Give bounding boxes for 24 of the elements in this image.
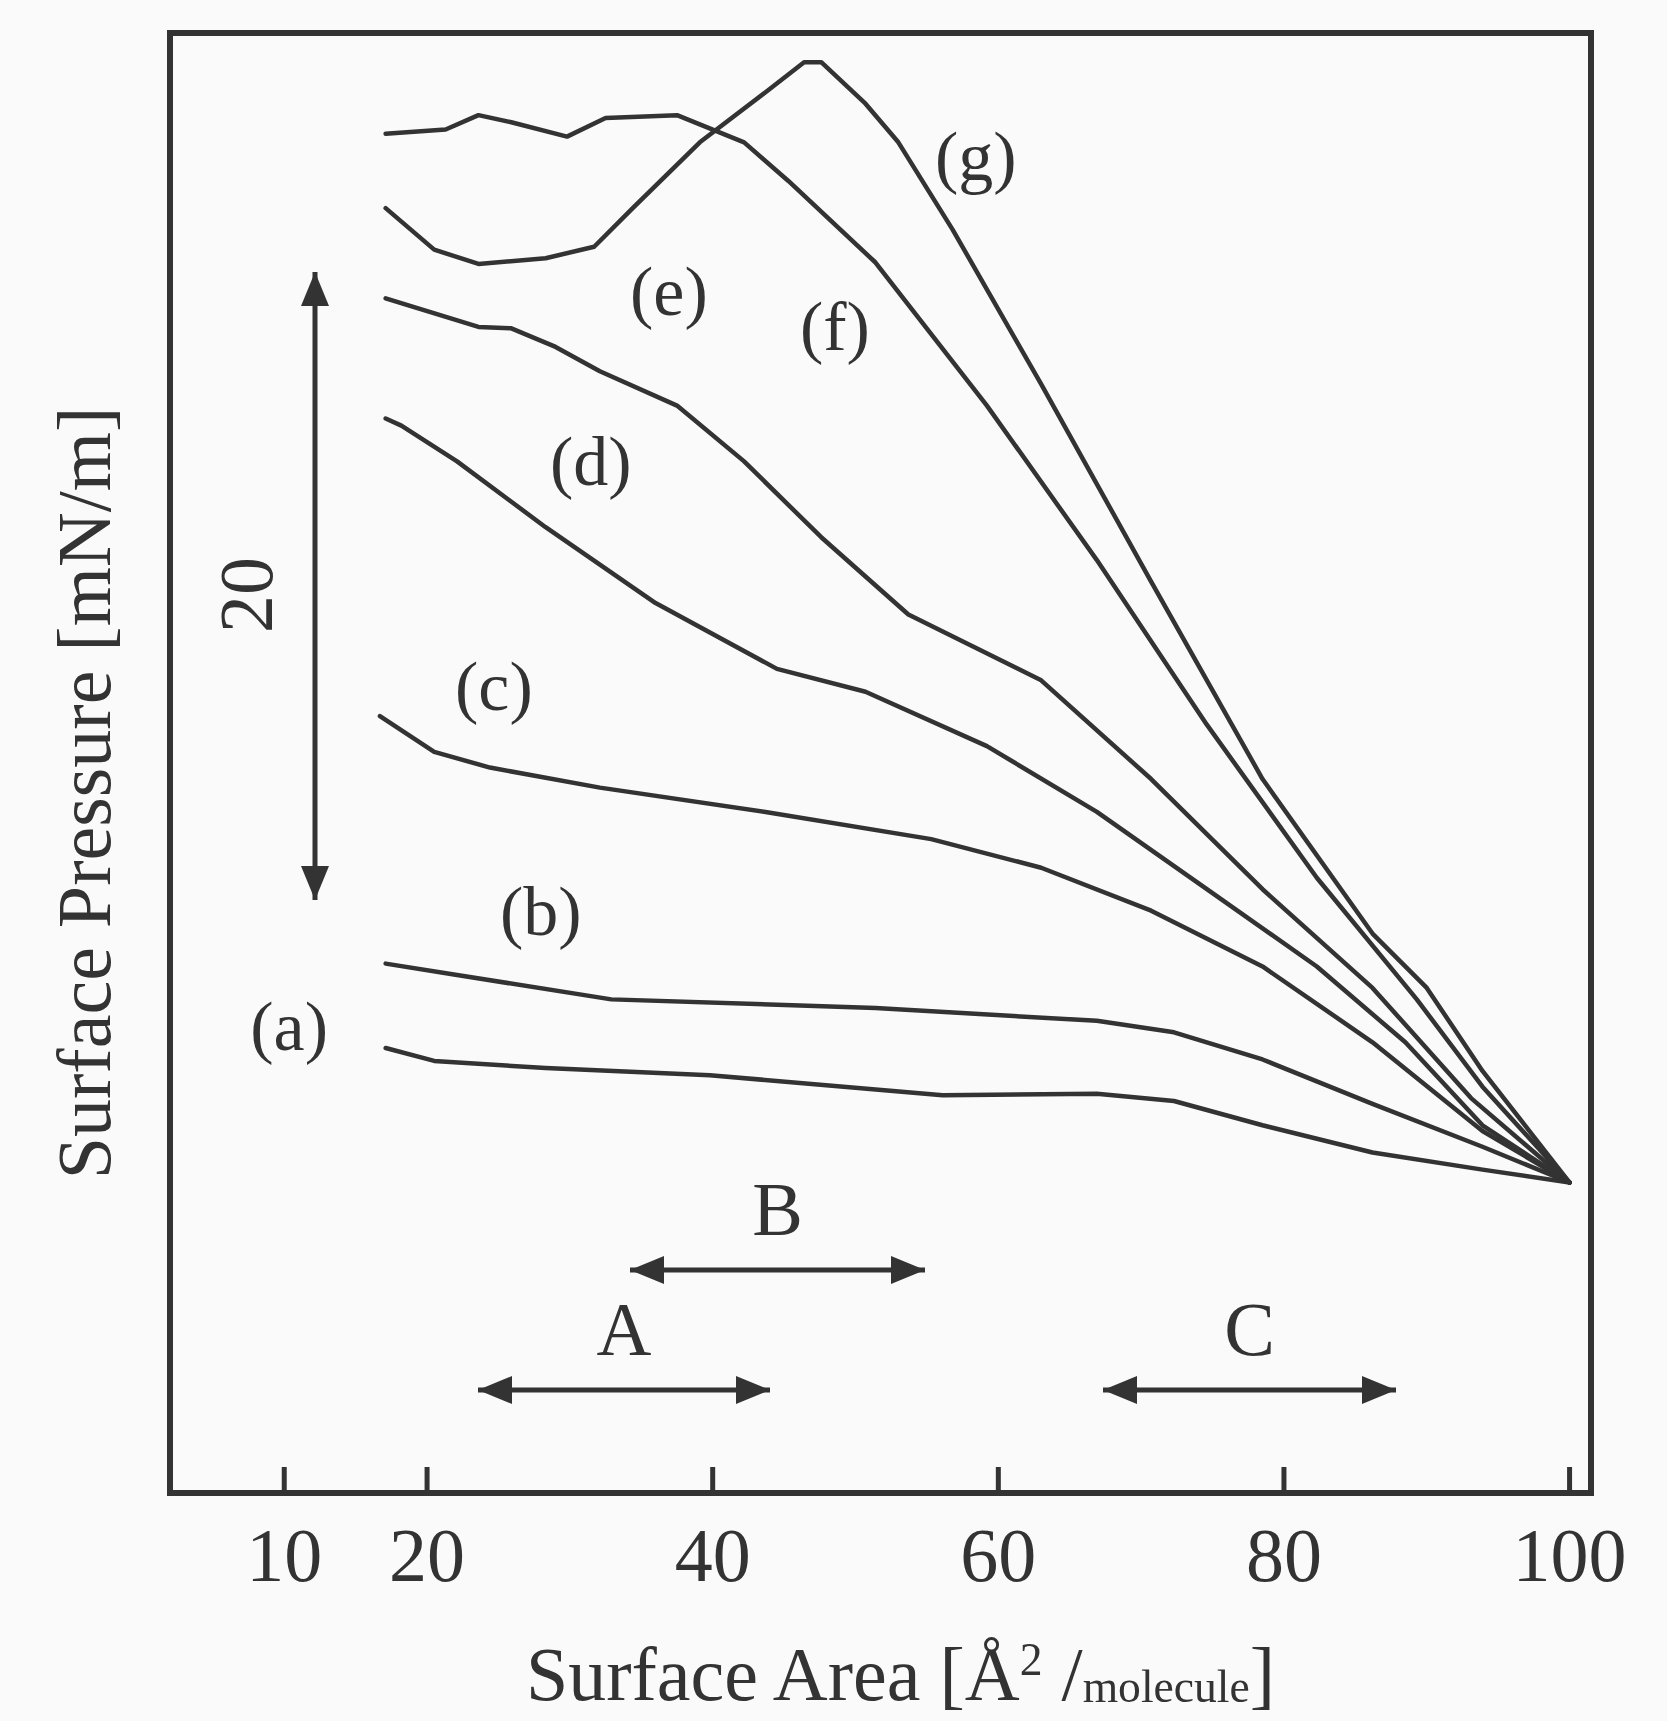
- annotation: B: [752, 1167, 803, 1251]
- series-label: (d): [550, 423, 632, 500]
- annotation: C: [1224, 1287, 1275, 1371]
- x-tick-label: 60: [960, 1513, 1037, 1597]
- tick: 80: [1245, 1467, 1322, 1597]
- x-tick-label: 20: [389, 1513, 466, 1597]
- series-label: (g): [935, 118, 1017, 195]
- series-label: (c): [455, 648, 533, 725]
- x-tick-label: 10: [246, 1513, 323, 1597]
- series-label: (a): [250, 988, 328, 1065]
- tick: 20: [389, 1467, 466, 1597]
- series-label: (f): [800, 288, 870, 365]
- tick: 100: [1512, 1467, 1627, 1597]
- series-label: (b): [500, 873, 582, 950]
- series-label: (e): [630, 253, 708, 330]
- annotation: A: [596, 1287, 652, 1371]
- annotation: 20: [204, 557, 288, 633]
- tick: 60: [960, 1467, 1037, 1597]
- tick: 40: [674, 1467, 751, 1597]
- tick: 10: [246, 1467, 323, 1597]
- y-axis-title: Surface Pressure [mN/m]: [42, 406, 126, 1180]
- x-tick-label: 80: [1245, 1513, 1322, 1597]
- x-tick-label: 100: [1512, 1513, 1627, 1597]
- x-tick-label: 40: [674, 1513, 751, 1597]
